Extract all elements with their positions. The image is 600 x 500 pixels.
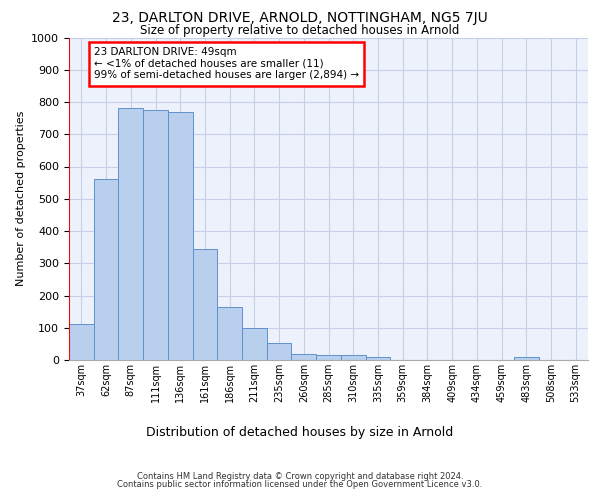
Bar [267,343,292,360]
Bar [69,324,94,360]
Bar [193,248,217,360]
Text: 23 DARLTON DRIVE: 49sqm
← <1% of detached houses are smaller (11)
99% of semi-de: 23 DARLTON DRIVE: 49sqm ← <1% of detache… [94,47,359,80]
Text: Contains public sector information licensed under the Open Government Licence v3: Contains public sector information licen… [118,480,482,489]
Bar [143,110,168,360]
Bar [341,355,365,360]
Y-axis label: Number of detached properties: Number of detached properties [16,111,26,286]
Text: Distribution of detached houses by size in Arnold: Distribution of detached houses by size … [146,426,454,439]
Text: Size of property relative to detached houses in Arnold: Size of property relative to detached ho… [140,24,460,37]
Text: 23, DARLTON DRIVE, ARNOLD, NOTTINGHAM, NG5 7JU: 23, DARLTON DRIVE, ARNOLD, NOTTINGHAM, N… [112,11,488,25]
Bar [217,307,242,360]
Bar [365,357,390,360]
Bar [514,357,539,360]
Text: Contains HM Land Registry data © Crown copyright and database right 2024.: Contains HM Land Registry data © Crown c… [137,472,463,481]
Bar [94,180,118,360]
Bar [292,354,316,360]
Bar [316,355,341,360]
Bar [118,108,143,360]
Bar [242,328,267,360]
Bar [168,112,193,360]
